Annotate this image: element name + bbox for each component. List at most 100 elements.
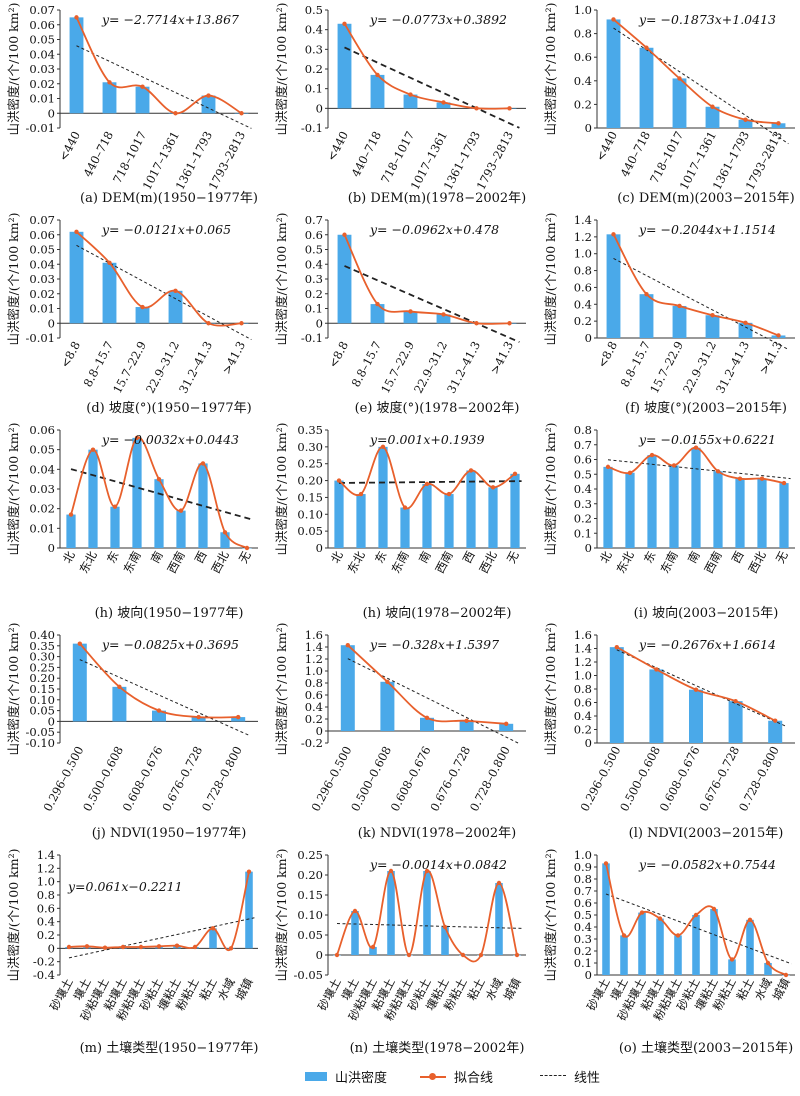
x-tick-label: 西 bbox=[192, 549, 210, 566]
fit-point bbox=[773, 718, 778, 723]
fit-point bbox=[747, 917, 753, 922]
fit-point bbox=[174, 943, 180, 948]
fit-point bbox=[408, 92, 413, 97]
fit-point bbox=[765, 960, 771, 966]
trend-line bbox=[76, 244, 252, 341]
fit-point bbox=[474, 321, 479, 326]
bar bbox=[692, 915, 700, 975]
y-axis-label: 山洪密度/(个/100 km²) bbox=[6, 213, 21, 346]
trend-line bbox=[336, 923, 523, 929]
fit-point bbox=[380, 444, 386, 450]
y-tick-label: 0.01 bbox=[29, 521, 55, 535]
y-tick-label: 0 bbox=[48, 541, 55, 555]
y-tick-label: 0.01 bbox=[29, 92, 55, 106]
trend-equation: y= −0.0582x+0.7544 bbox=[638, 857, 776, 872]
fit-point bbox=[236, 714, 241, 720]
fit-point bbox=[490, 485, 496, 490]
fit-point bbox=[715, 469, 721, 474]
x-tick-label: 东 bbox=[641, 549, 659, 566]
y-tick-label: 0.9 bbox=[574, 860, 592, 874]
y-tick-label: 1.2 bbox=[574, 655, 592, 669]
y-tick-label: 0.4 bbox=[574, 297, 592, 311]
bar bbox=[441, 927, 449, 955]
fit-point bbox=[334, 952, 340, 958]
fit-point bbox=[776, 333, 781, 338]
x-tick-label: 31.2–41.3 bbox=[176, 339, 215, 396]
y-tick-label: 0.1 bbox=[305, 302, 323, 316]
y-tick-label: 0.6 bbox=[574, 896, 592, 910]
bar bbox=[746, 919, 754, 975]
fit-point bbox=[649, 452, 655, 458]
x-tick-label: 西北 bbox=[208, 548, 231, 575]
fit-point bbox=[710, 104, 715, 109]
y-tick-label: 1.6 bbox=[305, 628, 323, 642]
fit-point bbox=[138, 944, 144, 950]
y-tick-label: 0.4 bbox=[37, 915, 55, 929]
x-tick-label: 西北 bbox=[476, 548, 499, 575]
bar bbox=[154, 479, 164, 548]
y-tick-label: 0.35 bbox=[297, 423, 323, 437]
y-tick-label: 0.6 bbox=[37, 901, 55, 915]
fit-point bbox=[737, 476, 743, 481]
fit-point bbox=[657, 916, 663, 921]
trend-equation: y= −0.0773x+0.3892 bbox=[369, 12, 507, 27]
x-tick-label: 440–718 bbox=[617, 129, 653, 179]
y-tick-label: 0.15 bbox=[29, 682, 55, 696]
x-tick-label: 0.608–0.676 bbox=[388, 744, 434, 814]
fit-point bbox=[210, 926, 216, 931]
fit-point bbox=[352, 908, 358, 914]
bar bbox=[436, 314, 451, 324]
fit-point bbox=[611, 232, 616, 237]
y-tick-label: -0.01 bbox=[26, 331, 56, 345]
x-tick-label: 440–718 bbox=[80, 129, 116, 179]
fit-point bbox=[246, 869, 252, 874]
fit-point bbox=[729, 957, 735, 962]
y-tick-label: 0.3 bbox=[305, 272, 323, 286]
trend-line bbox=[68, 917, 255, 959]
fit-point bbox=[442, 924, 448, 930]
y-tick-label: 0.8 bbox=[574, 682, 592, 696]
chart-panel-5: -0.100.10.20.30.40.50.60.7 山洪密度/(个/100 km… bbox=[274, 213, 526, 416]
chart-caption: (m) 土壤类型(1950−1977年) bbox=[80, 1040, 259, 1056]
y-tick-label: 0.15 bbox=[297, 888, 323, 902]
trend-equation: y= −0.0155x+0.6221 bbox=[638, 432, 776, 447]
y-tick-label: 0.35 bbox=[29, 639, 55, 653]
trend-equation: y= −0.2044x+1.1514 bbox=[638, 222, 776, 237]
x-tick-label: 南 bbox=[685, 549, 703, 566]
y-tick-label: 0.03 bbox=[29, 62, 55, 76]
fit-curve bbox=[75, 231, 242, 327]
y-tick-label: 0.40 bbox=[29, 628, 55, 642]
fit-point bbox=[102, 945, 108, 950]
y-tick-label: 0.2 bbox=[37, 928, 55, 942]
y-tick-label: 0.07 bbox=[29, 213, 55, 227]
fit-point bbox=[711, 906, 717, 912]
fit-point bbox=[385, 679, 390, 684]
y-tick-label: 0 bbox=[316, 316, 323, 330]
fit-point bbox=[140, 84, 145, 89]
fit-point bbox=[644, 291, 649, 297]
y-tick-label: 1.0 bbox=[574, 669, 592, 683]
x-tick-label: 0.676–0.728 bbox=[696, 744, 742, 814]
y-tick-label: 1.4 bbox=[574, 213, 592, 227]
legend-label-linear: 线性 bbox=[574, 1070, 601, 1086]
bar bbox=[669, 465, 679, 548]
y-tick-label: -0.4 bbox=[33, 968, 55, 982]
y-axis-label: 山洪密度/(个/100 km²) bbox=[6, 423, 21, 556]
y-tick-label: 0.6 bbox=[574, 696, 592, 710]
fit-point bbox=[345, 643, 350, 648]
y-tick-label: 0.7 bbox=[574, 438, 592, 452]
fit-point bbox=[173, 111, 178, 116]
fit-point bbox=[156, 944, 162, 949]
y-tick-label: 1.0 bbox=[37, 875, 55, 889]
y-tick-label: 0.4 bbox=[305, 700, 323, 714]
y-tick-label: 0.20 bbox=[29, 671, 55, 685]
y-tick-label: 0.4 bbox=[574, 74, 592, 88]
bar bbox=[69, 17, 84, 114]
fit-point bbox=[342, 232, 347, 237]
x-tick-label: 西南 bbox=[432, 549, 455, 576]
y-tick-label: 0.01 bbox=[29, 302, 55, 316]
y-axis-label: 山洪密度/(个/100 km²) bbox=[6, 623, 21, 756]
y-tick-label: -0.2 bbox=[301, 736, 323, 750]
bar bbox=[689, 689, 703, 743]
